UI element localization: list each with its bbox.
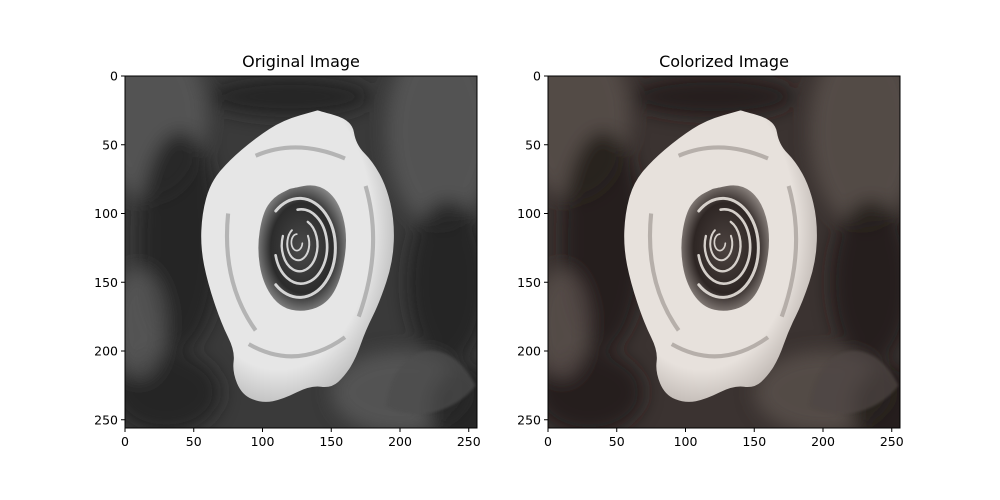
original-image-axes-frame (124, 75, 478, 429)
colorized-image-x-tick-label: 100 (674, 434, 698, 449)
original-image-y-tick-label: 150 (94, 275, 118, 290)
original-image-title: Original Image (242, 52, 360, 71)
original-image-rose-spiral (274, 196, 337, 299)
colorized-image-x-tick-label: 250 (880, 434, 904, 449)
colorized-image-y-tick-label: 0 (533, 69, 541, 84)
original-image-y-tick-label: 250 (94, 412, 118, 427)
original-image-x-tick-label: 0 (121, 434, 129, 449)
colorized-image-x-tick-label: 200 (811, 434, 835, 449)
colorized-image-axes-frame (547, 75, 901, 429)
original-image-petal-fold (247, 335, 347, 359)
colorized-image-y-tick-label: 50 (525, 137, 541, 152)
original-image-picture (125, 76, 477, 428)
original-image-x-tick-label: 200 (388, 434, 412, 449)
colorized-image-picture (548, 76, 900, 428)
original-image-y-tick-label: 50 (102, 137, 118, 152)
original-image-petal-fold (224, 213, 258, 332)
original-image-y-tick-label: 0 (110, 69, 118, 84)
original-image-x-tick-label: 250 (457, 434, 481, 449)
colorized-image-y-tick-label: 150 (517, 275, 541, 290)
original-image-rose-inner-cup (258, 185, 346, 311)
colorized-image-y-tick-label: 100 (517, 206, 541, 221)
colorized-image-petal-fold (677, 145, 769, 161)
original-image-leaf (386, 350, 476, 415)
original-image-x-tick-label: 50 (186, 434, 202, 449)
colorized-image-x-tick-label: 50 (609, 434, 625, 449)
colorized-image-rose-inner-cup (681, 185, 769, 311)
colorized-image-y-tick-label: 250 (517, 412, 541, 427)
colorized-image-leaf (809, 350, 899, 415)
original-image-panel: Original Image 0 50 100 150 200 2500501001502… (94, 52, 481, 449)
original-image-y-tick-label: 200 (94, 344, 118, 359)
colorized-image-title: Colorized Image (659, 52, 789, 71)
colorized-image-petal-fold (670, 335, 770, 359)
original-image-x-tick-label: 100 (251, 434, 275, 449)
original-image-x-tick-label: 150 (319, 434, 343, 449)
colorized-image-petal-fold (647, 213, 681, 332)
colorized-image-y-tick-label: 200 (517, 344, 541, 359)
colorized-image-petal-fold (779, 185, 799, 318)
original-image-y-tick-label: 100 (94, 206, 118, 221)
colorized-image-x-tick-label: 0 (544, 434, 552, 449)
colorized-image-x-tick-label: 150 (742, 434, 766, 449)
colorized-image-panel: Colorized Image 0 50 100 150 200 250050100150… (517, 52, 904, 449)
colorized-image-rose-spiral (697, 196, 760, 299)
original-image-petal-fold (254, 145, 346, 161)
original-image-petal-fold (356, 185, 376, 318)
